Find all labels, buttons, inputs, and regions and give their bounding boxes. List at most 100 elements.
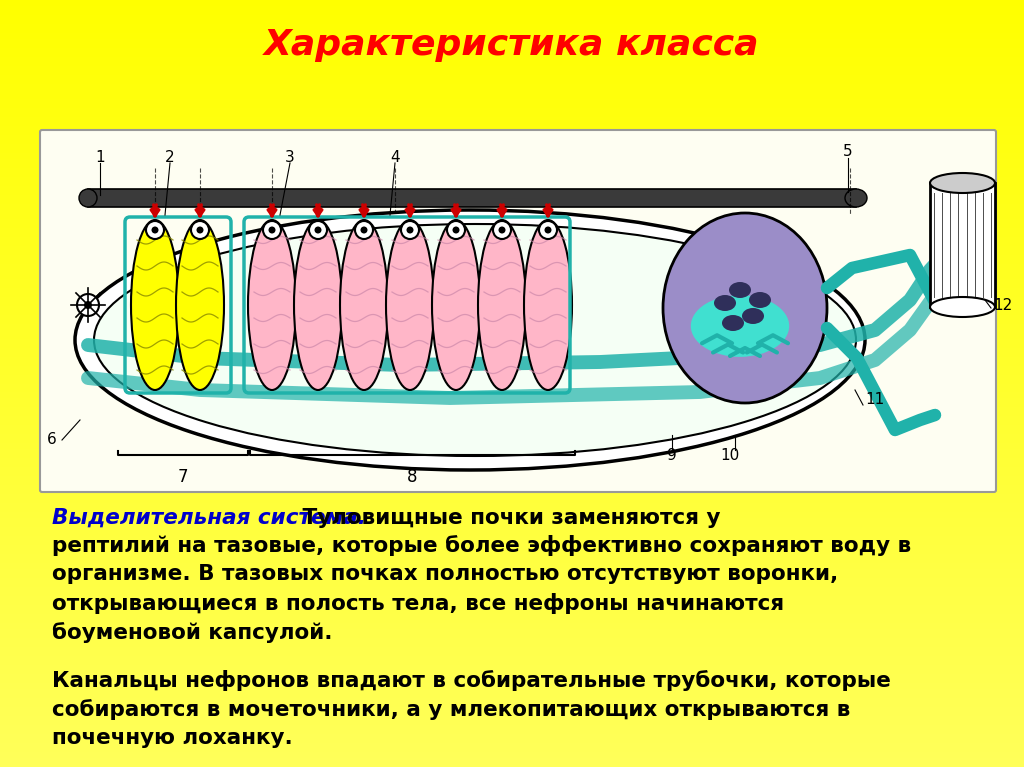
Bar: [0, 638, 1024, 641]
Ellipse shape: [663, 213, 827, 403]
Text: 11: 11: [865, 393, 885, 407]
Bar: [0, 473, 1024, 476]
Bar: [0, 245, 1024, 249]
Bar: [0, 102, 1024, 105]
Bar: [0, 36, 1024, 39]
Bar: [0, 740, 1024, 743]
Text: Характеристика класса: Характеристика класса: [264, 28, 760, 62]
Bar: [0, 453, 1024, 456]
Bar: [0, 614, 1024, 617]
Bar: [0, 42, 1024, 45]
Bar: [0, 84, 1024, 87]
Bar: [0, 563, 1024, 566]
Text: 1: 1: [95, 150, 104, 164]
Bar: [0, 644, 1024, 647]
Bar: [0, 171, 1024, 174]
Bar: [0, 90, 1024, 93]
Bar: [930, 183, 995, 307]
Bar: [0, 431, 1024, 434]
Bar: [0, 66, 1024, 69]
Bar: [0, 239, 1024, 242]
Bar: [0, 689, 1024, 692]
Text: Туловищные почки заменяются у: Туловищные почки заменяются у: [295, 508, 721, 528]
Bar: [0, 33, 1024, 36]
Bar: [0, 423, 1024, 426]
Bar: [0, 459, 1024, 462]
Bar: [0, 207, 1024, 209]
Bar: [0, 545, 1024, 548]
Bar: [0, 555, 1024, 558]
Circle shape: [493, 221, 511, 239]
Bar: [0, 635, 1024, 638]
Bar: [0, 551, 1024, 555]
Bar: [0, 338, 1024, 341]
Bar: [0, 692, 1024, 695]
Bar: [0, 75, 1024, 78]
Bar: [0, 596, 1024, 599]
Text: 7: 7: [178, 468, 188, 486]
Bar: [0, 446, 1024, 449]
Bar: [0, 449, 1024, 453]
Bar: [0, 120, 1024, 123]
Bar: [0, 144, 1024, 146]
Bar: [0, 707, 1024, 710]
Bar: [0, 189, 1024, 192]
Bar: [0, 393, 1024, 396]
Bar: [0, 584, 1024, 588]
Bar: [0, 225, 1024, 228]
Bar: [0, 539, 1024, 542]
Bar: [0, 456, 1024, 459]
Bar: [0, 60, 1024, 63]
Bar: [0, 698, 1024, 701]
Bar: [0, 462, 1024, 464]
Bar: [0, 174, 1024, 176]
Bar: [0, 605, 1024, 608]
Bar: [0, 650, 1024, 653]
Bar: [0, 6, 1024, 9]
Bar: [0, 617, 1024, 621]
Bar: [0, 506, 1024, 509]
Bar: [0, 176, 1024, 179]
Bar: [0, 333, 1024, 336]
Circle shape: [84, 301, 92, 309]
Bar: [0, 533, 1024, 536]
Bar: [0, 518, 1024, 522]
Bar: [0, 396, 1024, 399]
Bar: [0, 99, 1024, 102]
Bar: [0, 761, 1024, 764]
Bar: [0, 366, 1024, 368]
Bar: [0, 581, 1024, 584]
Bar: [0, 78, 1024, 81]
Bar: [0, 674, 1024, 677]
Ellipse shape: [742, 308, 764, 324]
Bar: [0, 755, 1024, 758]
Bar: [0, 497, 1024, 500]
Bar: [0, 464, 1024, 467]
Bar: [0, 371, 1024, 374]
Bar: [0, 57, 1024, 60]
Bar: [0, 500, 1024, 503]
Bar: [0, 662, 1024, 665]
Bar: [0, 426, 1024, 429]
Ellipse shape: [386, 220, 434, 390]
Bar: [0, 710, 1024, 713]
Bar: [0, 201, 1024, 204]
Bar: [0, 758, 1024, 761]
Bar: [0, 231, 1024, 234]
Bar: [0, 671, 1024, 674]
Bar: [0, 96, 1024, 99]
Text: 2: 2: [165, 150, 175, 164]
Circle shape: [309, 221, 327, 239]
Bar: [0, 344, 1024, 347]
Bar: [0, 165, 1024, 168]
Bar: [0, 261, 1024, 264]
Bar: [88, 189, 856, 207]
Bar: [0, 69, 1024, 72]
Circle shape: [314, 226, 322, 233]
Ellipse shape: [930, 297, 995, 317]
Bar: [0, 300, 1024, 303]
Bar: [0, 575, 1024, 578]
Bar: [0, 719, 1024, 722]
Ellipse shape: [930, 173, 995, 193]
Circle shape: [146, 221, 164, 239]
